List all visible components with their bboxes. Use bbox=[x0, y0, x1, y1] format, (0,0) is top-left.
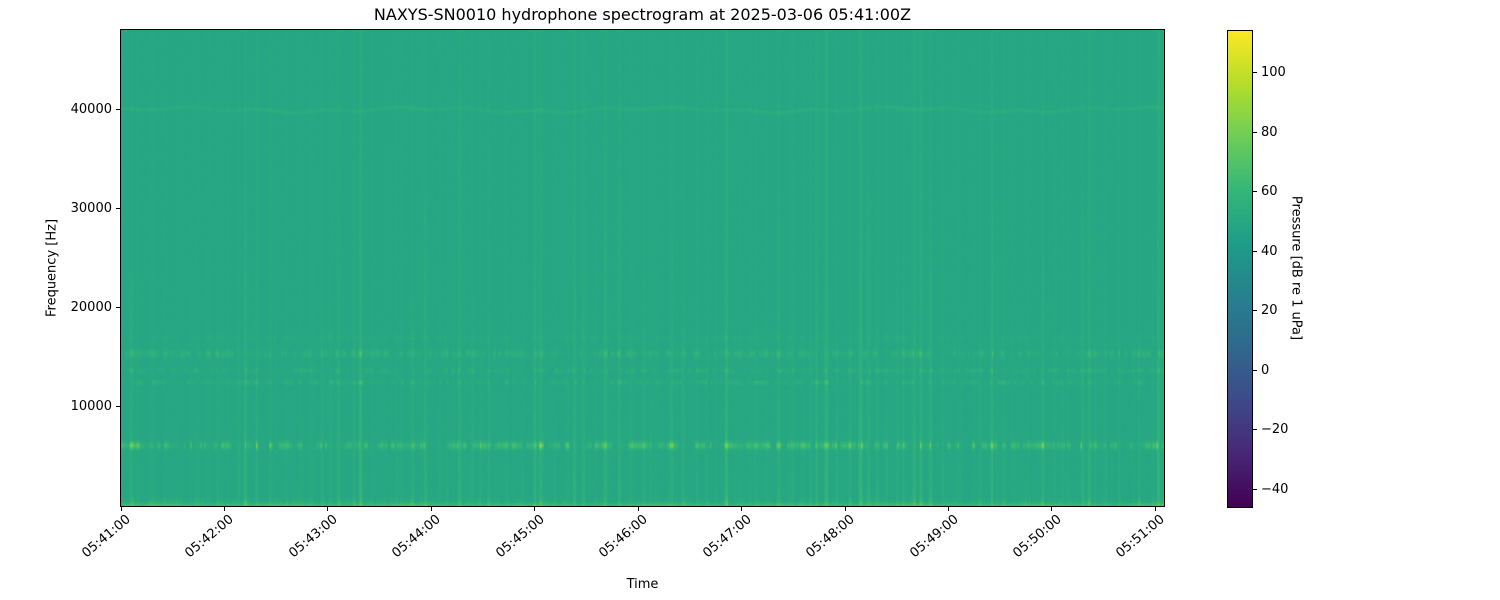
y-tick-label: 30000 bbox=[70, 201, 112, 216]
x-tick-label: 05:47:00 bbox=[699, 512, 755, 562]
x-axis-label: Time bbox=[626, 577, 659, 592]
x-tick-label: 05:46:00 bbox=[596, 512, 651, 562]
colorbar bbox=[1227, 30, 1253, 508]
colorbar-tick-mark bbox=[1252, 488, 1257, 490]
x-tick-mark bbox=[223, 507, 225, 511]
colorbar-tick-mark bbox=[1252, 72, 1257, 74]
colorbar-tick-label: 60 bbox=[1261, 184, 1278, 200]
x-tick-mark bbox=[844, 507, 846, 511]
y-tick-label: 10000 bbox=[70, 399, 112, 415]
colorbar-tick-mark bbox=[1252, 429, 1257, 431]
x-tick-mark bbox=[637, 507, 639, 511]
x-tick-mark bbox=[1154, 507, 1156, 511]
y-tick-label: 20000 bbox=[70, 300, 112, 316]
x-tick-mark bbox=[741, 507, 743, 511]
x-tick-label: 05:50:00 bbox=[1010, 512, 1065, 562]
x-tick-label: 05:42:00 bbox=[182, 512, 238, 562]
x-tick-mark bbox=[120, 507, 122, 511]
x-tick-label: 05:44:00 bbox=[389, 512, 444, 562]
y-tick-label: 40000 bbox=[70, 101, 112, 117]
colorbar-tick-label: 80 bbox=[1261, 124, 1278, 140]
colorbar-tick-label: −20 bbox=[1261, 422, 1289, 438]
x-tick-label: 05:49:00 bbox=[906, 512, 962, 562]
y-tick-mark bbox=[116, 307, 121, 309]
x-tick-mark bbox=[534, 507, 536, 511]
x-tick-mark bbox=[948, 507, 949, 511]
colorbar-tick-label: −40 bbox=[1261, 481, 1289, 497]
y-tick-mark bbox=[116, 208, 121, 209]
x-tick-label: 05:43:00 bbox=[286, 512, 341, 562]
y-tick-mark bbox=[116, 108, 121, 110]
colorbar-tick-label: 20 bbox=[1261, 303, 1278, 319]
spectrogram-canvas bbox=[120, 29, 1165, 507]
colorbar-tick-mark bbox=[1252, 250, 1257, 252]
x-tick-label: 05:48:00 bbox=[803, 512, 858, 562]
chart-title: NAXYS-SN0010 hydrophone spectrogram at 2… bbox=[373, 5, 912, 24]
x-tick-mark bbox=[430, 507, 432, 511]
x-tick-mark bbox=[1051, 507, 1053, 511]
colorbar-tick-mark bbox=[1252, 191, 1257, 193]
colorbar-tick-mark bbox=[1252, 369, 1257, 371]
x-tick-label: 05:41:00 bbox=[79, 512, 134, 562]
x-tick-label: 05:45:00 bbox=[493, 512, 548, 562]
x-tick-mark bbox=[327, 507, 329, 511]
x-tick-label: 05:51:00 bbox=[1113, 512, 1169, 562]
colorbar-tick-mark bbox=[1252, 131, 1257, 133]
colorbar-label: Pressure [dB re 1 uPa] bbox=[1288, 195, 1304, 341]
y-tick-mark bbox=[116, 406, 121, 408]
colorbar-tick-label: 40 bbox=[1261, 243, 1278, 259]
colorbar-tick-label: 100 bbox=[1261, 65, 1286, 81]
colorbar-tick-label: 0 bbox=[1261, 362, 1270, 378]
colorbar-tick-mark bbox=[1252, 310, 1257, 312]
